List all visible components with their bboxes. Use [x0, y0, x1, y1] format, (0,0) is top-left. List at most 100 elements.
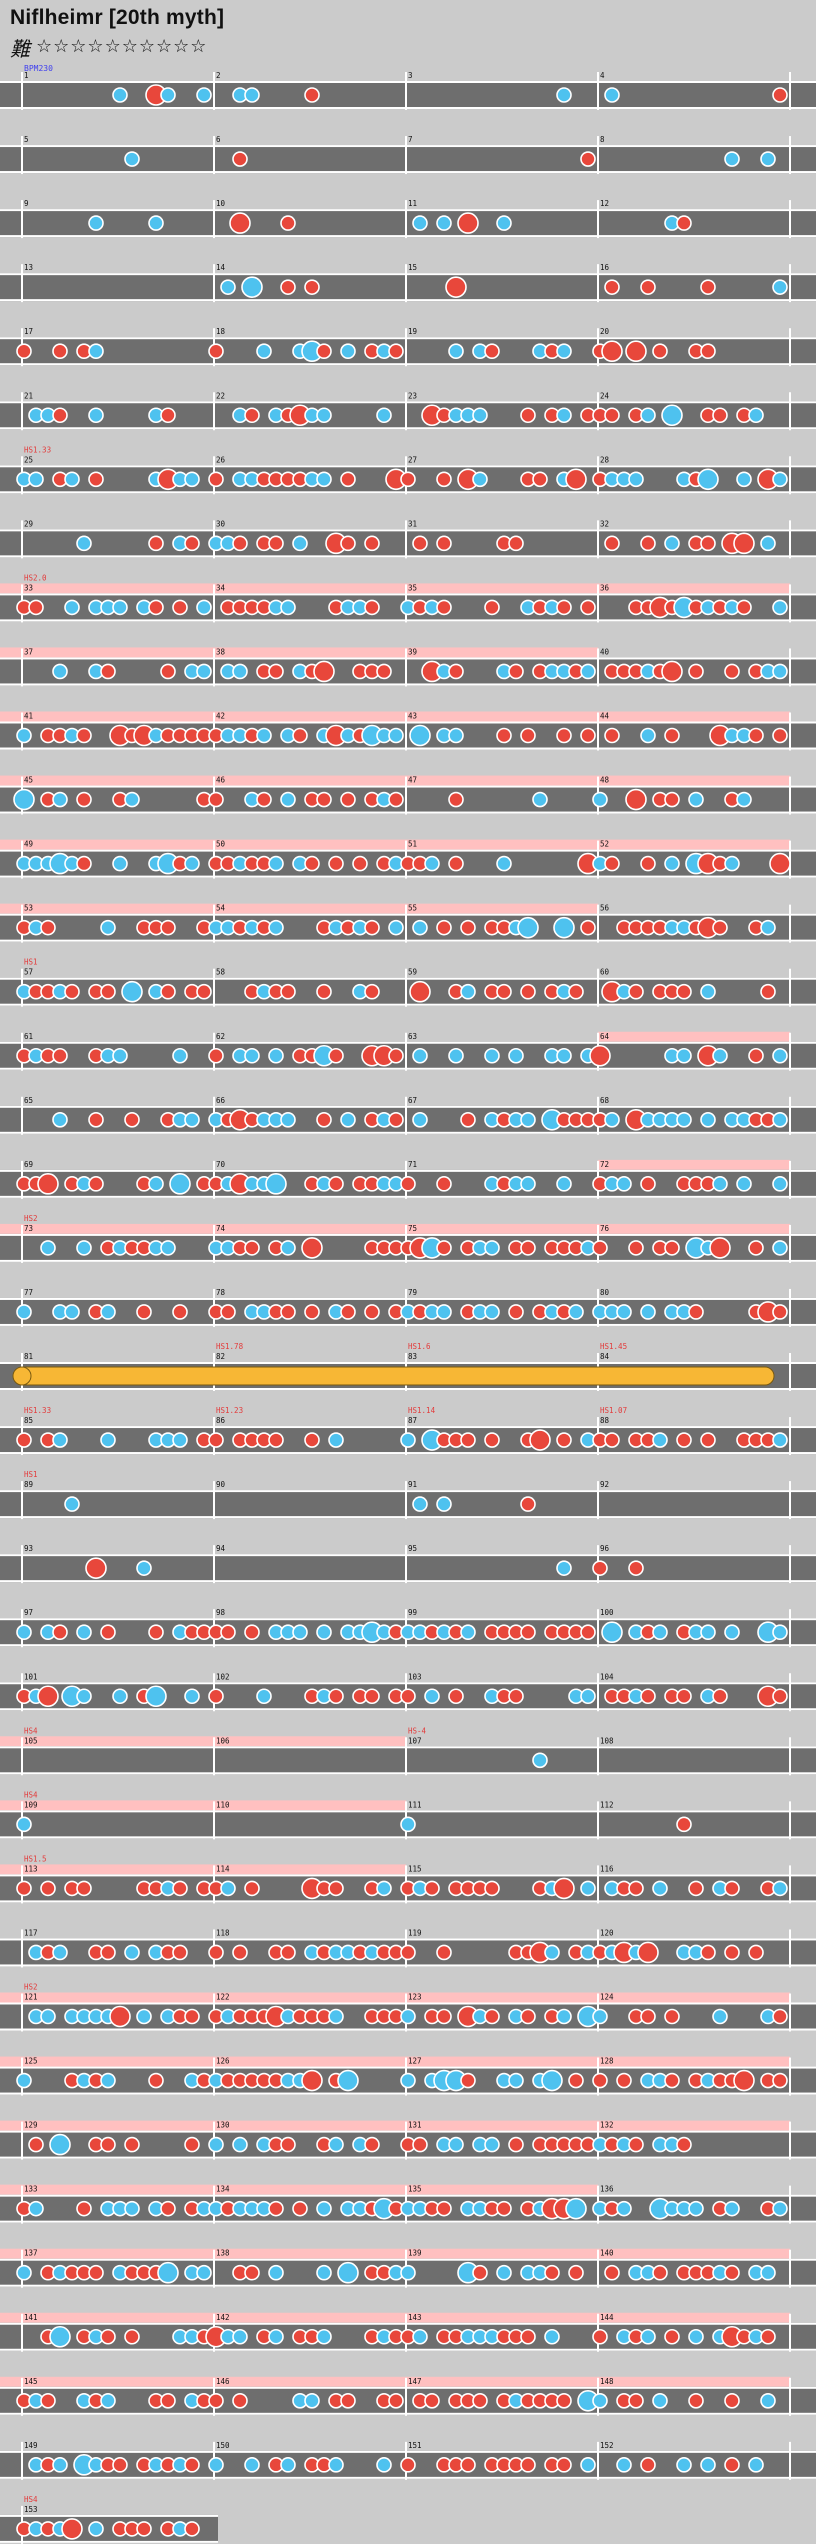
- barline: [597, 1801, 599, 1840]
- don-note: [37, 1685, 59, 1708]
- barline: [21, 1481, 23, 1520]
- lane-bottom-edge: [0, 811, 816, 814]
- don-note: [664, 1240, 680, 1256]
- don-note: [244, 1240, 260, 1256]
- don-note: [640, 2457, 656, 2473]
- don-note: [625, 788, 647, 811]
- ka-note: [16, 2264, 32, 2281]
- measure-number: 94: [216, 1544, 226, 1553]
- measure-number: 62: [216, 1032, 225, 1041]
- measure-number: 30: [216, 519, 226, 528]
- ka-note: [484, 1240, 500, 1256]
- ka-note: [160, 1240, 176, 1256]
- measure-number: 140: [600, 2249, 614, 2258]
- don-note: [340, 791, 356, 808]
- lane-bottom-edge: [0, 1708, 816, 1711]
- don-note: [637, 1941, 659, 1964]
- don-note: [40, 2393, 56, 2409]
- don-note: [304, 1432, 320, 1448]
- measure-number: 121: [24, 1993, 38, 2002]
- lane-top-edge: [0, 1682, 816, 1685]
- don-note: [304, 855, 320, 872]
- measure-number: 63: [408, 1032, 417, 1041]
- don-note: [472, 2393, 488, 2409]
- don-note: [604, 279, 620, 295]
- lane-top-edge: [0, 465, 816, 468]
- lane-top-edge: [0, 2450, 816, 2453]
- don-note: [304, 279, 320, 295]
- chart-row: 5 6 7 8: [0, 135, 816, 175]
- don-note: [76, 2200, 92, 2217]
- lane-bottom-edge: [0, 2092, 816, 2095]
- don-note: [244, 407, 260, 424]
- don-note: [388, 1112, 404, 1128]
- lane-top-edge: [0, 2194, 816, 2197]
- don-note: [709, 1237, 731, 1259]
- measure-number: 100: [600, 1608, 614, 1617]
- lane-bottom-edge: [0, 747, 816, 750]
- lane-top-edge: [0, 145, 816, 148]
- don-note: [184, 2457, 200, 2473]
- don-note: [652, 2264, 668, 2281]
- ka-note: [676, 1047, 692, 1064]
- ka-note: [52, 663, 68, 680]
- measure-number: 131: [408, 2121, 422, 2130]
- measure-number: 34: [216, 583, 226, 592]
- measure-number: 66: [216, 1096, 226, 1105]
- lane-top-edge: [0, 1938, 816, 1941]
- ka-note: [88, 407, 104, 424]
- don-note: [640, 1688, 656, 1705]
- don-note: [676, 1688, 692, 1705]
- measure-number: 79: [408, 1288, 417, 1297]
- ka-note: [484, 2136, 500, 2153]
- ka-note: [241, 276, 263, 298]
- ka-note: [280, 1240, 296, 1256]
- barline: [597, 904, 599, 943]
- barline: [21, 72, 23, 110]
- ka-note: [88, 215, 104, 231]
- ka-note: [508, 2072, 524, 2089]
- ka-note: [748, 2457, 764, 2473]
- measure-number: 9: [24, 199, 29, 208]
- don-note: [76, 727, 92, 744]
- gogo-band: [0, 1223, 214, 1234]
- measure-number: 124: [600, 1993, 614, 2002]
- measure-number: 72: [600, 1160, 609, 1169]
- lane-bottom-edge: [0, 2540, 218, 2543]
- barline: [21, 1224, 23, 1263]
- don-note: [460, 1112, 476, 1128]
- don-note: [301, 1237, 323, 1259]
- speed-tag: HS1.45: [600, 1342, 627, 1351]
- gogo-band: [214, 1223, 406, 1234]
- barline: [789, 1288, 791, 1327]
- measure-number: 96: [600, 1544, 610, 1553]
- don-note: [76, 1880, 92, 1897]
- gogo-band: [214, 647, 406, 658]
- don-note: [196, 983, 212, 1000]
- don-note: [724, 2264, 740, 2281]
- barline: [21, 1929, 23, 1968]
- measure-number: 145: [24, 2377, 38, 2386]
- don-note: [445, 276, 467, 298]
- measure-number: 133: [24, 2185, 38, 2194]
- ka-note: [544, 1944, 560, 1961]
- don-note: [100, 2136, 116, 2153]
- don-note: [601, 340, 623, 363]
- ka-note: [112, 87, 128, 103]
- ka-note: [232, 2136, 248, 2153]
- ka-note: [28, 471, 44, 488]
- ka-note: [580, 1688, 596, 1705]
- measure-number: 35: [408, 583, 417, 592]
- barline: [597, 264, 599, 303]
- measure-number: 85: [24, 1416, 33, 1425]
- lane-top-edge: [0, 1233, 816, 1236]
- measure-number: 36: [600, 583, 610, 592]
- lane-top-edge: [0, 1490, 816, 1493]
- don-note: [208, 471, 224, 488]
- gogo-band: [0, 1800, 214, 1811]
- ka-note: [112, 1047, 128, 1064]
- gogo-band: [214, 1736, 406, 1747]
- don-note: [52, 1047, 68, 1064]
- ka-note: [196, 2264, 212, 2281]
- ka-note: [145, 1685, 167, 1708]
